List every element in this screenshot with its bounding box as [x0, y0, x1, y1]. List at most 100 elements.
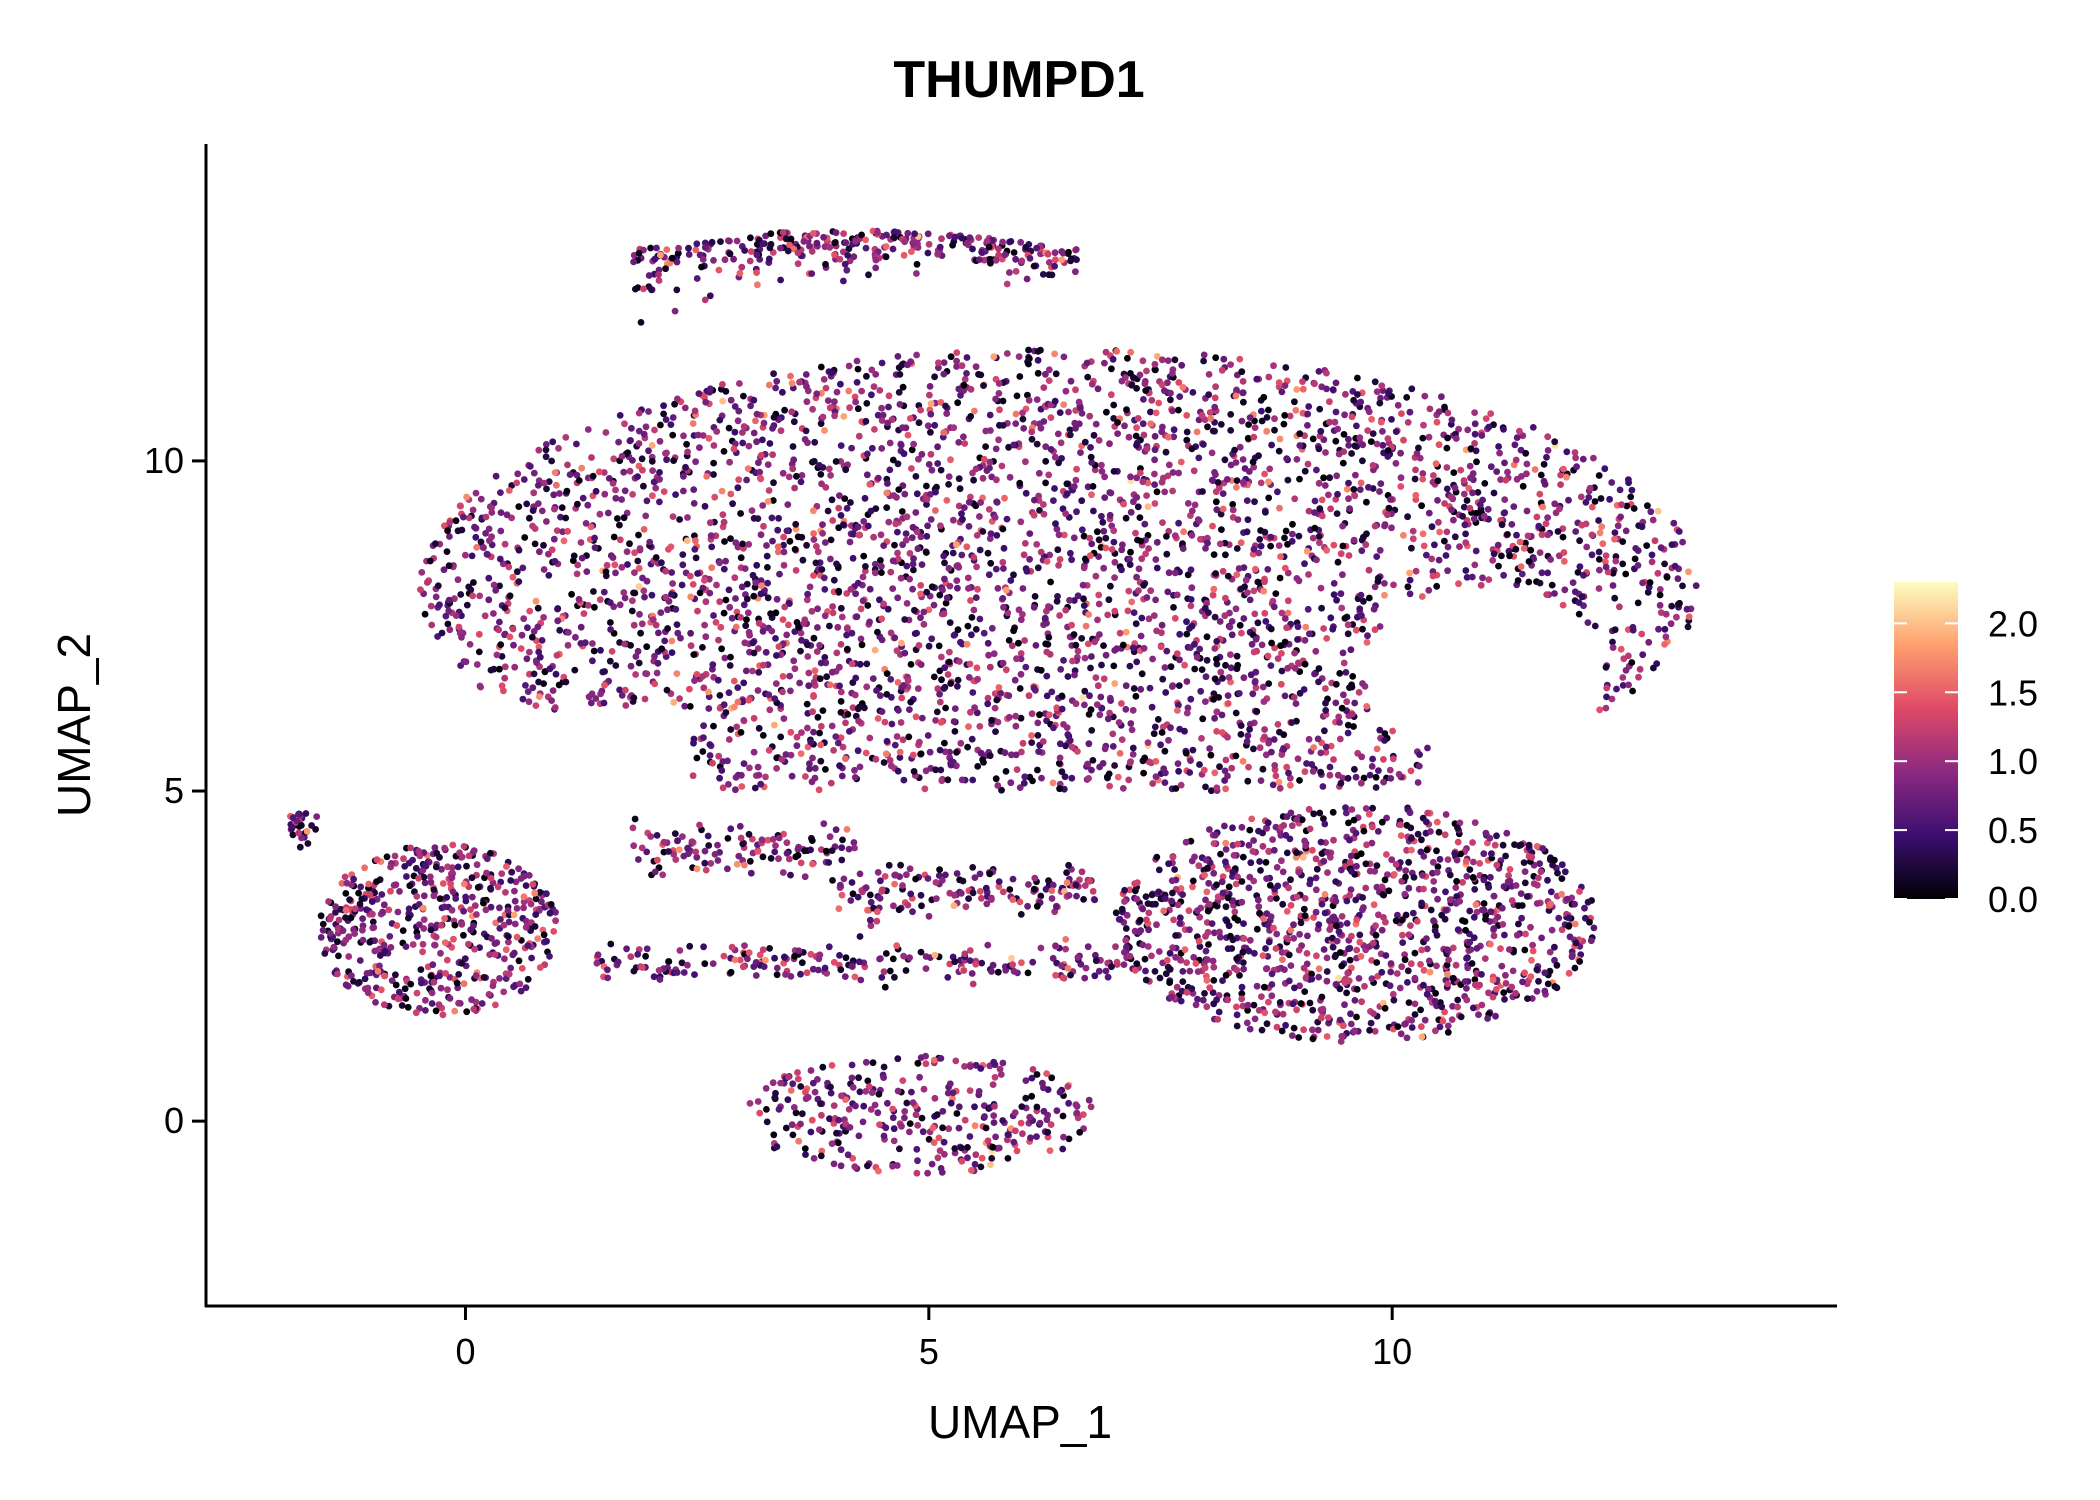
data-point	[693, 754, 701, 762]
data-point	[1199, 488, 1206, 495]
data-point	[575, 477, 583, 484]
data-point	[925, 240, 933, 248]
data-point	[1025, 360, 1032, 368]
data-point	[784, 501, 792, 508]
data-point	[534, 623, 542, 631]
data-point	[1334, 558, 1342, 566]
data-point	[1067, 549, 1074, 557]
data-point	[694, 570, 701, 577]
data-point	[573, 440, 580, 448]
data-point	[550, 535, 558, 543]
data-point	[1000, 565, 1007, 572]
data-point	[1444, 434, 1451, 442]
data-point	[864, 450, 871, 458]
data-point	[1173, 591, 1181, 599]
data-point	[1244, 516, 1252, 524]
data-point	[855, 717, 862, 725]
data-point	[1012, 255, 1019, 263]
data-point	[667, 421, 675, 428]
data-point	[1218, 729, 1226, 736]
data-point	[1023, 568, 1031, 575]
data-point	[924, 422, 932, 430]
data-point	[1506, 552, 1513, 560]
data-point	[1139, 357, 1147, 365]
data-point	[1326, 926, 1334, 933]
data-point	[1175, 406, 1182, 414]
data-point	[1126, 886, 1134, 894]
data-point	[1057, 666, 1065, 673]
data-point	[874, 411, 882, 419]
data-point	[1632, 545, 1640, 552]
data-point	[1334, 425, 1342, 433]
data-point	[1277, 642, 1284, 650]
data-point	[634, 557, 642, 565]
data-point	[1151, 470, 1158, 478]
data-point	[1196, 761, 1203, 768]
data-point	[1084, 640, 1092, 648]
data-point	[790, 418, 798, 426]
data-point	[1060, 353, 1068, 361]
data-point	[708, 238, 716, 246]
data-point	[1423, 551, 1430, 559]
data-point	[1469, 489, 1476, 497]
data-point	[787, 372, 794, 380]
data-point	[1572, 528, 1580, 535]
data-point	[1142, 893, 1150, 900]
data-point	[947, 353, 955, 361]
data-point	[949, 516, 957, 524]
data-point	[684, 514, 691, 521]
data-point	[1151, 723, 1159, 731]
data-point	[867, 507, 875, 515]
data-point	[1408, 544, 1415, 552]
data-point	[1198, 735, 1205, 742]
data-point	[1622, 527, 1630, 535]
data-point	[1275, 778, 1283, 786]
data-point	[736, 269, 744, 277]
data-point	[1281, 638, 1289, 646]
data-point	[1485, 883, 1493, 891]
data-point	[1354, 391, 1361, 398]
data-point	[1321, 891, 1329, 898]
data-point	[1289, 1000, 1297, 1008]
data-point	[1561, 586, 1569, 594]
data-point	[773, 595, 781, 603]
data-point	[954, 626, 962, 634]
data-point	[1068, 743, 1076, 751]
data-point	[1315, 973, 1323, 981]
data-point	[1033, 244, 1040, 252]
data-point	[809, 708, 816, 716]
data-point	[868, 391, 875, 399]
data-point	[1581, 904, 1588, 912]
data-point	[590, 588, 597, 595]
data-point	[1380, 778, 1387, 786]
data-point	[699, 748, 707, 755]
data-point	[1435, 408, 1443, 415]
data-point	[551, 469, 559, 476]
data-point	[1073, 465, 1080, 473]
data-point	[1343, 698, 1351, 706]
data-point	[887, 629, 895, 637]
data-point	[898, 694, 906, 702]
data-point	[908, 534, 916, 542]
data-point	[1463, 996, 1471, 1004]
data-point	[661, 637, 669, 645]
data-point	[968, 631, 975, 639]
data-point	[1336, 949, 1344, 956]
data-point	[1451, 484, 1459, 492]
data-point	[1425, 957, 1433, 965]
data-point	[999, 397, 1007, 405]
data-point	[1066, 596, 1073, 604]
data-point	[1145, 545, 1152, 552]
data-point	[1224, 572, 1232, 580]
data-point	[1148, 396, 1156, 404]
data-point	[793, 472, 800, 480]
data-point	[1497, 476, 1504, 483]
data-point	[1423, 990, 1431, 998]
data-point	[1322, 449, 1329, 456]
data-point	[1356, 486, 1364, 493]
data-point	[742, 622, 750, 630]
data-point	[843, 266, 851, 274]
data-point	[1032, 642, 1040, 649]
data-point	[910, 566, 917, 574]
data-point	[1435, 518, 1442, 526]
